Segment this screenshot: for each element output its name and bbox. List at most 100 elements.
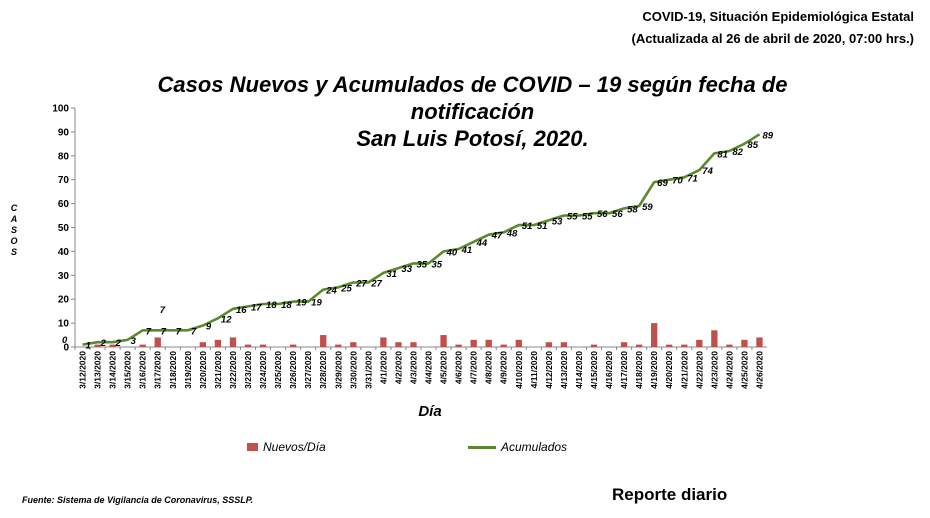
x-tick-label: 4/6/2020 [454, 351, 464, 384]
x-tick-label: 3/27/2020 [303, 351, 313, 389]
data-label-extra: 7 [160, 305, 166, 316]
data-label-acumulados: 1 [86, 341, 91, 352]
x-tick-label: 4/3/2020 [408, 351, 418, 384]
bar-nuevos [485, 339, 492, 347]
data-label-acumulados: 18 [266, 300, 277, 311]
data-label-acumulados: 55 [567, 212, 578, 223]
data-label-acumulados: 71 [687, 173, 698, 184]
x-tick-label: 3/14/2020 [108, 351, 118, 389]
x-tick-label: 4/4/2020 [424, 351, 434, 384]
x-tick-label: 3/20/2020 [198, 351, 208, 389]
data-label-acumulados: 7 [161, 326, 167, 337]
data-label-acumulados: 85 [747, 140, 758, 151]
bar-nuevos [410, 342, 417, 347]
legend-line-swatch [468, 445, 496, 449]
bar-nuevos [395, 342, 402, 347]
y-tick-label: 30 [58, 271, 70, 282]
data-label-acumulados: 89 [762, 130, 773, 141]
bar-nuevos [199, 342, 207, 347]
x-tick-label: 3/23/2020 [243, 351, 253, 389]
bar-nuevos [711, 330, 718, 347]
bar-nuevos [696, 339, 703, 347]
y-tick-label: 70 [58, 175, 70, 186]
x-tick-label: 4/1/2020 [378, 351, 388, 384]
bar-nuevos [756, 337, 763, 347]
y-tick-label: 60 [58, 199, 70, 210]
data-label-acumulados: 27 [355, 278, 367, 289]
x-tick-label: 4/2/2020 [393, 351, 403, 384]
data-label-acumulados: 12 [221, 314, 232, 325]
bar-nuevos [335, 344, 342, 347]
data-label-acumulados: 35 [432, 259, 443, 270]
data-label-acumulados: 56 [612, 209, 623, 220]
data-label-acumulados: 48 [506, 228, 518, 239]
x-tick-label: 3/22/2020 [228, 351, 238, 389]
y-tick-label: 100 [52, 104, 69, 115]
x-tick-label: 3/16/2020 [138, 351, 148, 389]
data-label-acumulados: 25 [340, 283, 352, 294]
x-tick-label: 3/30/2020 [348, 351, 358, 389]
bar-nuevos [515, 339, 522, 347]
data-label-acumulados: 7 [191, 326, 197, 337]
data-label-acumulados: 59 [642, 202, 653, 213]
bar-nuevos [320, 335, 327, 347]
data-label-acumulados: 70 [672, 176, 683, 187]
y-tick-label: 90 [58, 127, 70, 138]
x-tick-label: 4/20/2020 [664, 351, 674, 389]
data-label-acumulados: 82 [732, 147, 743, 158]
y-axis-label: CASOS [10, 203, 18, 257]
x-tick-label: 4/19/2020 [649, 351, 659, 389]
data-label-acumulados: 58 [627, 204, 638, 215]
bar-nuevos [109, 344, 116, 347]
x-tick-label: 4/18/2020 [634, 351, 644, 389]
bar-nuevos [470, 339, 477, 347]
data-label-acumulados: 24 [325, 286, 337, 297]
bar-nuevos [244, 344, 252, 347]
report-label: Reporte diario [612, 485, 728, 504]
bar-nuevos [139, 344, 146, 347]
x-tick-label: 4/12/2020 [544, 351, 554, 389]
line-acumulados [82, 133, 761, 346]
data-label-acumulados: 19 [311, 298, 322, 309]
header-updated: (Actualizada al 26 de abril de 2020, 07:… [631, 31, 914, 46]
chart-title-line-3: San Luis Potosí, 2020. [356, 126, 589, 151]
x-tick-label: 3/12/2020 [78, 351, 88, 389]
bar-nuevos [380, 337, 387, 347]
y-tick-label: 10 [58, 319, 70, 330]
x-tick-label: 3/19/2020 [183, 351, 193, 389]
x-tick-label: 3/26/2020 [288, 351, 298, 389]
data-label-acumulados: 18 [281, 300, 292, 311]
y-tick-label: 0 [63, 343, 69, 354]
x-tick-label: 3/13/2020 [93, 351, 103, 389]
data-label-acumulados: 17 [251, 302, 262, 313]
source-note: Fuente: Sistema de Vigilancia de Coronav… [22, 495, 254, 505]
data-label-acumulados: 2 [100, 338, 107, 349]
legend-label-acumulados: Acumulados [501, 440, 568, 454]
data-label-acumulados: 40 [446, 247, 458, 258]
data-label-acumulados: 31 [386, 269, 397, 280]
data-label-acumulados: 55 [582, 212, 593, 223]
legend-item-acumulados: Acumulados [468, 440, 567, 454]
x-tick-label: 4/17/2020 [619, 351, 629, 389]
bar-nuevos [94, 344, 101, 347]
bar-nuevos [154, 337, 161, 347]
data-label-acumulados: 3 [131, 336, 137, 347]
data-label-acumulados: 53 [552, 216, 563, 227]
data-label-acumulados: 51 [522, 221, 533, 232]
data-label-acumulados: 9 [206, 321, 212, 332]
legend-item-nuevos: Nuevos/Día [247, 440, 326, 454]
data-label-acumulados: 51 [537, 221, 548, 232]
x-tick-label: 3/18/2020 [168, 351, 178, 389]
x-axis-label: Día [418, 403, 442, 420]
bar-nuevos [455, 344, 462, 347]
y-tick-label: 20 [58, 295, 70, 306]
x-tick-label: 4/10/2020 [514, 351, 524, 389]
data-label-acumulados: 47 [491, 231, 503, 242]
data-label-acumulados: 2 [115, 338, 122, 349]
x-tick-label: 4/14/2020 [574, 351, 584, 389]
bar-nuevos [214, 339, 222, 347]
x-tick-label: 4/8/2020 [484, 351, 494, 384]
x-tick-label: 3/31/2020 [363, 351, 373, 389]
x-tick-label: 3/17/2020 [153, 351, 163, 389]
